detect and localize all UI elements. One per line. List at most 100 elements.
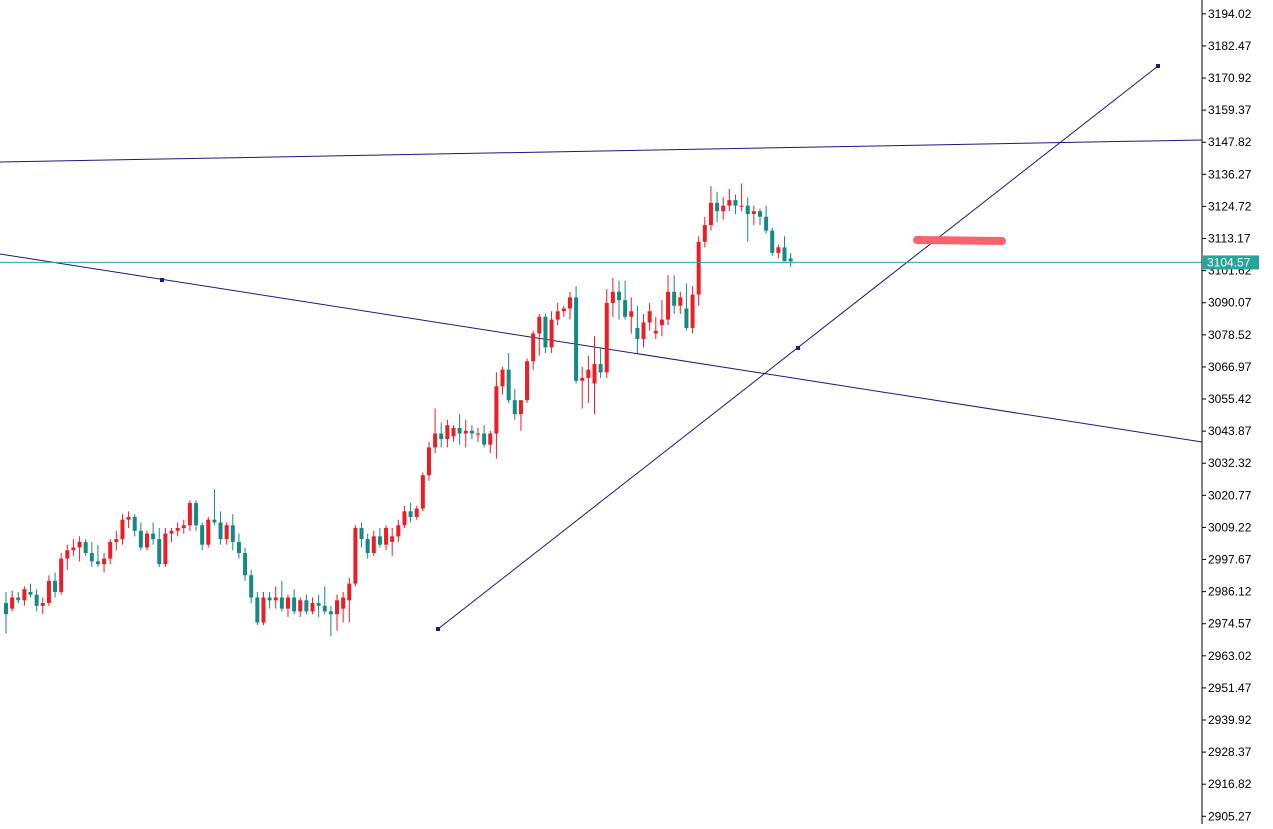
candle xyxy=(764,205,769,234)
candle xyxy=(494,372,499,459)
price-axis-tick-label: 3078.52 xyxy=(1208,328,1252,342)
candle xyxy=(200,522,205,551)
ascending-trendline-anchor-end[interactable] xyxy=(1156,64,1160,68)
candle-body-bull xyxy=(696,241,701,295)
candle-body-bull xyxy=(169,530,174,534)
candle xyxy=(751,205,756,226)
candle-body-bull xyxy=(310,603,315,612)
candle xyxy=(482,425,487,448)
candle-body-bull xyxy=(525,361,530,401)
price-axis-tick-label: 3147.82 xyxy=(1208,135,1252,149)
candle-body-bear xyxy=(151,533,156,540)
candle-body-bear xyxy=(34,594,39,606)
candle xyxy=(408,503,413,523)
candle xyxy=(34,589,39,612)
candle xyxy=(721,197,726,220)
price-axis-tick-label: 3136.27 xyxy=(1208,167,1252,181)
candle xyxy=(138,522,143,551)
candle-body-bear xyxy=(157,539,162,565)
candle xyxy=(414,505,419,520)
candle-body-bull xyxy=(371,536,376,554)
candle xyxy=(4,591,8,634)
candle-body-bull xyxy=(549,319,554,348)
candle-body-bear xyxy=(89,553,94,562)
candle xyxy=(500,366,505,395)
candle xyxy=(175,522,180,537)
candle-body-bear xyxy=(279,597,284,609)
candle-body-bull xyxy=(537,316,542,334)
upper-trendline[interactable] xyxy=(0,139,1203,163)
candle-body-bull xyxy=(702,225,707,242)
candle-body-bull xyxy=(224,525,229,540)
candle xyxy=(335,594,340,631)
candle xyxy=(390,528,395,556)
candle-body-bear xyxy=(316,603,321,606)
candle xyxy=(690,286,695,334)
candle-body-bear xyxy=(236,541,241,554)
candle-body-bull xyxy=(678,297,683,306)
candle xyxy=(95,544,100,567)
ascending-trendline-anchor-mid[interactable] xyxy=(796,346,800,350)
candle xyxy=(426,441,431,481)
candle-body-bull xyxy=(592,364,597,384)
candle xyxy=(439,422,444,448)
descending-trendline-anchor[interactable] xyxy=(160,278,164,282)
candle xyxy=(304,594,309,615)
price-axis-tick-label: 3159.37 xyxy=(1208,103,1252,117)
candle xyxy=(745,197,750,242)
candle-body-bull xyxy=(500,369,505,387)
annotation-red-arrow[interactable] xyxy=(913,236,1006,245)
candle-body-bull xyxy=(531,333,536,362)
candle-body-bear xyxy=(782,247,787,262)
candle xyxy=(377,528,382,548)
ascending-trendline-anchor-start[interactable] xyxy=(436,627,440,631)
candle-body-bull xyxy=(120,519,125,540)
candle-body-bull xyxy=(163,533,168,565)
candle-body-bull xyxy=(708,202,713,226)
candle xyxy=(647,302,652,331)
candle-body-bull xyxy=(751,211,756,214)
candle xyxy=(120,514,125,545)
price-axis-tick-label: 3009.22 xyxy=(1208,520,1252,534)
candle xyxy=(445,419,450,448)
candle xyxy=(292,589,297,615)
candle-body-bull xyxy=(690,294,695,328)
candle-body-bear xyxy=(617,291,621,301)
candle-body-bear xyxy=(267,597,272,601)
candle-body-bull xyxy=(426,447,431,476)
candle xyxy=(218,511,223,545)
candle-body-bear xyxy=(304,600,309,612)
candle-body-bull xyxy=(476,433,481,435)
candle-body-bull xyxy=(22,589,27,601)
candle xyxy=(322,586,327,615)
price-axis[interactable]: 3194.02 3182.47 3170.92 3159.37 3147.82 3136.… xyxy=(1202,7,1252,823)
candle-body-bull xyxy=(384,528,389,545)
candle xyxy=(328,605,333,637)
candle xyxy=(359,522,364,548)
candle-body-bear xyxy=(408,511,413,517)
candle-body-bull xyxy=(335,600,340,615)
candle xyxy=(224,522,229,545)
candle xyxy=(420,472,425,512)
candle-body-bull xyxy=(144,533,149,548)
candle-body-bear xyxy=(757,211,762,217)
candle xyxy=(715,191,720,223)
candle-body-bear xyxy=(469,430,474,434)
candle xyxy=(788,252,793,267)
candle xyxy=(22,586,27,606)
candle xyxy=(549,311,554,353)
candle xyxy=(770,227,775,256)
candle xyxy=(543,314,548,353)
candle-body-bull xyxy=(604,302,609,373)
price-axis-tick-label: 3055.42 xyxy=(1208,392,1252,406)
candle xyxy=(46,575,51,606)
candle-body-bull xyxy=(629,311,634,317)
candle xyxy=(384,525,389,551)
candle-body-bull xyxy=(40,603,45,606)
candle-body-bear xyxy=(255,597,260,623)
candle xyxy=(114,530,119,551)
candle-body-bull xyxy=(261,597,266,623)
candle-body-bear xyxy=(745,205,750,214)
candle-body-bear xyxy=(770,230,775,253)
candle-body-bull xyxy=(414,508,419,517)
